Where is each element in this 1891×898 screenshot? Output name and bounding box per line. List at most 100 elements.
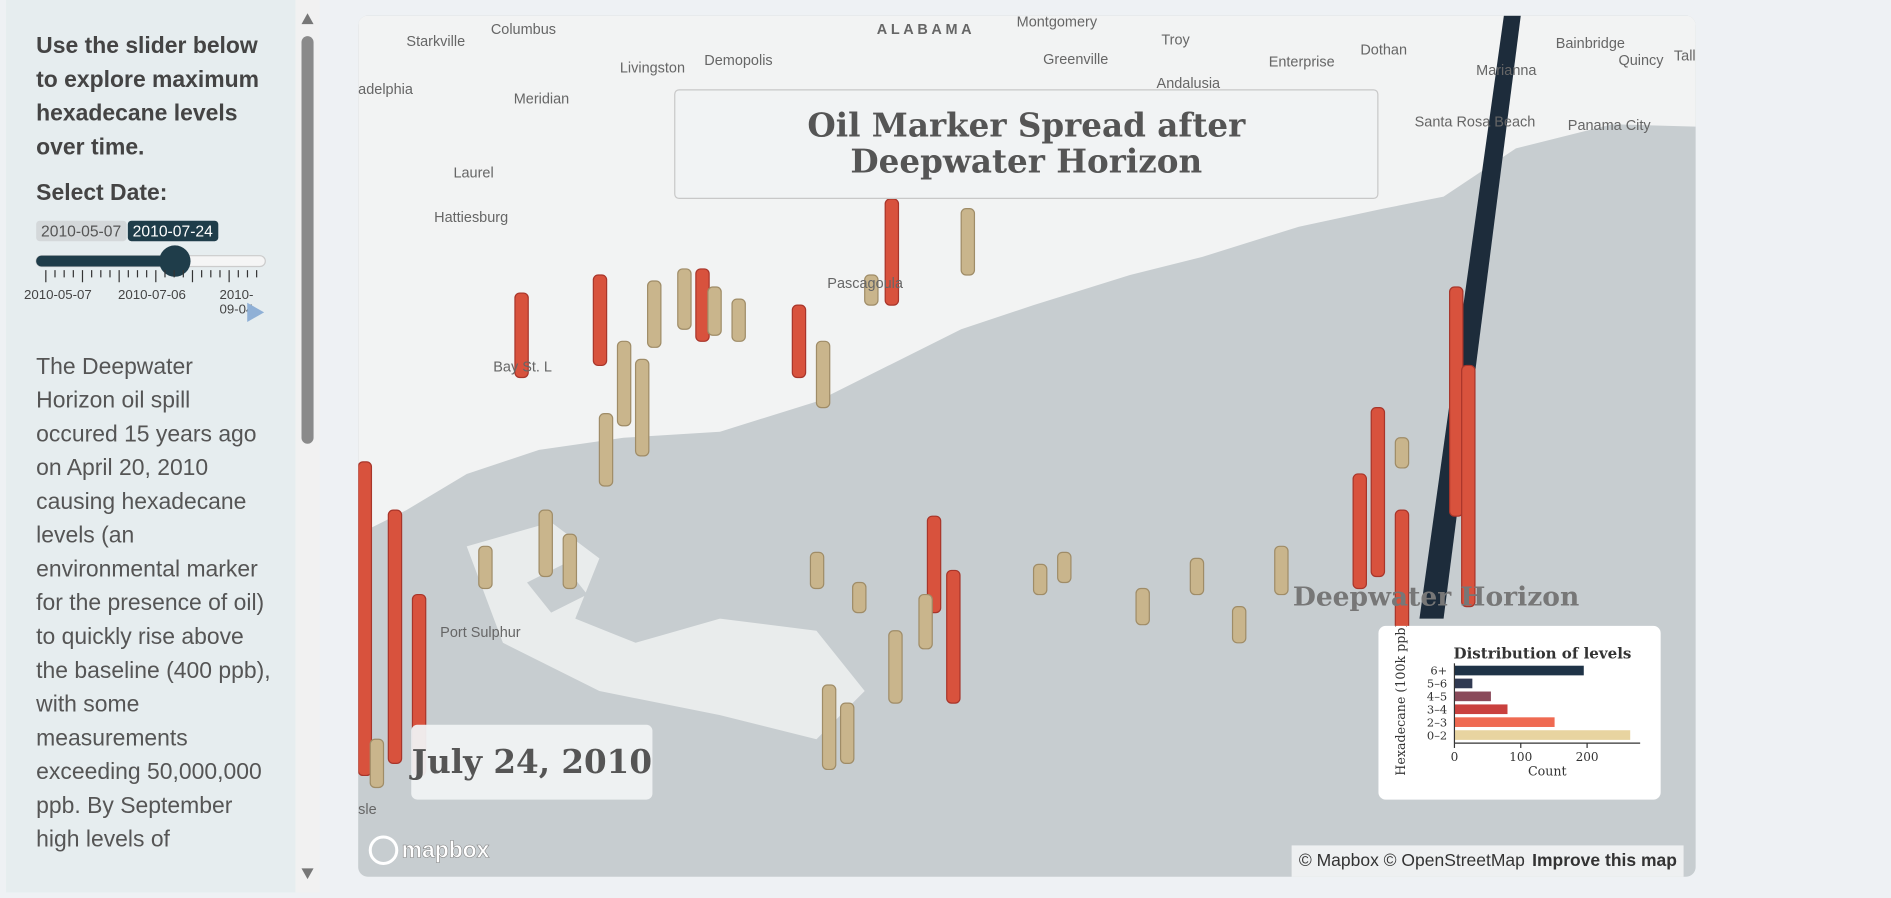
histogram-bar	[1454, 704, 1508, 715]
column	[960, 208, 976, 276]
column	[1274, 545, 1289, 596]
column	[731, 298, 746, 342]
column	[1135, 587, 1150, 626]
place-label: adelphia	[358, 82, 414, 98]
place-label: Laurel	[453, 165, 493, 181]
place-label: sle	[358, 802, 377, 818]
column	[634, 358, 650, 457]
place-label: Starkville	[406, 34, 465, 50]
column	[815, 340, 831, 409]
scroll-thumb[interactable]	[301, 36, 314, 444]
column	[946, 569, 961, 704]
histogram-bar	[1454, 678, 1473, 689]
column	[1394, 437, 1410, 469]
y-tick-label: 4–5	[1427, 690, 1447, 704]
column	[1461, 364, 1476, 608]
column	[791, 304, 807, 379]
column	[562, 533, 578, 590]
place-label: Quincy	[1618, 53, 1664, 69]
column	[888, 630, 903, 704]
column	[1352, 473, 1368, 590]
column	[369, 738, 385, 789]
sidebar: Use the slider below to explore maximum …	[6, 0, 296, 893]
place-label: ALABAMA	[877, 22, 975, 38]
column	[864, 274, 879, 306]
improve-link[interactable]: Improve this map	[1532, 851, 1677, 871]
slider-min-chip: 2010-05-07	[36, 220, 127, 242]
slider-fill	[36, 255, 175, 267]
column	[592, 274, 608, 367]
place-label: Hattiesburg	[434, 210, 508, 226]
place-label: Bay St. L	[493, 359, 552, 375]
y-tick-label: 3–4	[1427, 702, 1447, 716]
y-tick-label: 0–2	[1427, 728, 1447, 742]
place-label: Panama City	[1568, 118, 1652, 134]
slider-tick-label: 2010-07-06	[118, 288, 186, 303]
column	[387, 509, 403, 765]
place-label: Columbus	[491, 22, 556, 38]
place-label: Dothan	[1360, 42, 1407, 58]
x-tick-label: 200	[1576, 750, 1599, 764]
histogram-bar	[1454, 717, 1555, 727]
place-label: Montgomery	[1017, 16, 1098, 31]
column	[677, 268, 692, 330]
play-button[interactable]	[245, 302, 267, 324]
y-tick-label: 2–3	[1427, 715, 1447, 729]
map-title: Oil Marker Spread after Deepwater Horizo…	[674, 89, 1379, 199]
column	[1189, 557, 1205, 596]
column	[1057, 551, 1072, 584]
scrollbar-art	[301, 13, 314, 880]
site-label: Deepwater Horizon	[1293, 581, 1579, 612]
column	[647, 280, 662, 348]
column	[478, 545, 493, 590]
column	[707, 286, 722, 336]
slider[interactable]	[6, 241, 295, 289]
column	[852, 581, 867, 614]
histogram-bar	[1454, 730, 1631, 740]
histogram-bar	[1454, 665, 1584, 676]
date-label: July 24, 2010	[411, 724, 653, 800]
histogram-bar	[1454, 691, 1491, 702]
scrollbar[interactable]	[295, 0, 320, 893]
attribution-text: © Mapbox © OpenStreetMap	[1298, 851, 1525, 871]
select-label: Select Date:	[36, 180, 168, 207]
x-axis-label: Count	[1528, 764, 1567, 779]
place-label: Livingston	[620, 60, 685, 76]
x-tick-label: 100	[1509, 750, 1532, 764]
column	[918, 593, 933, 650]
place-label: Pascagoula	[827, 276, 904, 292]
place-label: Andalusia	[1157, 76, 1222, 92]
column	[1231, 606, 1247, 644]
column	[695, 268, 710, 342]
column	[809, 551, 825, 590]
column	[1032, 563, 1048, 596]
place-label: Marianna	[1476, 63, 1537, 79]
logo-text: mapbox	[402, 836, 490, 862]
histogram: Distribution of levels 6+5–64–53–42–30–2 0…	[1393, 623, 1641, 779]
place-label: Bainbridge	[1556, 36, 1625, 52]
column	[1449, 286, 1464, 517]
place-label: Tallah	[1674, 48, 1696, 64]
place-label: Greenville	[1043, 52, 1108, 68]
y-tick-label: 5–6	[1427, 677, 1447, 691]
column	[538, 509, 553, 578]
place-label: Meridian	[514, 92, 570, 108]
slider-handle[interactable]	[159, 245, 191, 277]
column	[839, 702, 855, 765]
histogram-panel: Distribution of levels 6+ 5–6 4–5 3–4 2–3 0–2 0…	[1378, 623, 1661, 800]
column	[616, 340, 632, 427]
column	[821, 684, 837, 771]
intro-text: Use the slider below to explore maximum …	[36, 33, 260, 161]
histogram-title: Distribution of levels	[1454, 644, 1632, 662]
column	[358, 461, 373, 777]
column	[884, 198, 900, 306]
mapbox-logo: mapbox	[368, 835, 490, 866]
place-label: Demopolis	[704, 53, 772, 69]
column	[1370, 407, 1386, 578]
slider-ticks	[45, 270, 258, 283]
description: The Deepwater Horizon oil spill occured …	[36, 354, 271, 853]
place-label: Enterprise	[1269, 54, 1335, 70]
y-axis-label: Hexadecane (100k ppb)	[1393, 626, 1408, 776]
column	[598, 413, 614, 487]
